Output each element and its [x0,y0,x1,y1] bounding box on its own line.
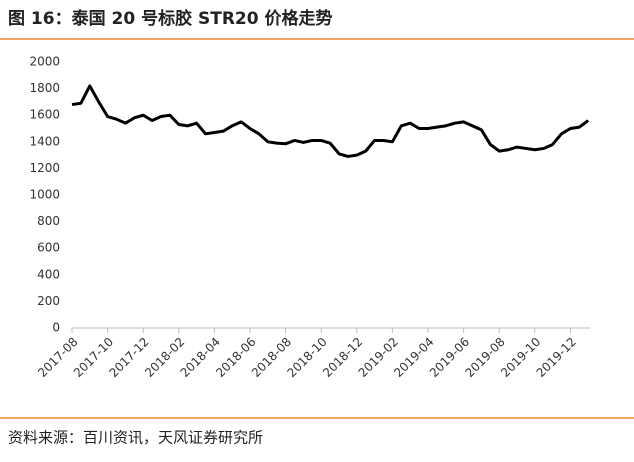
chart-title: 图 16：泰国 20 号标胶 STR20 价格走势 [8,8,333,29]
source: 资料来源：百川资讯，天风证券研究所 [8,429,263,447]
y-tick-label: 1400 [29,134,60,148]
y-tick-label: 600 [37,241,60,255]
y-tick-label: 200 [37,294,60,308]
y-tick-label: 1800 [29,81,60,95]
y-tick-label: 1600 [29,108,60,122]
y-tick-label: 1200 [29,161,60,175]
y-tick-label: 400 [37,267,60,281]
y-tick-label: 800 [37,214,60,228]
price-line [71,84,590,158]
y-tick-label: 2000 [29,55,60,69]
y-tick-label: 1000 [29,188,60,202]
y-tick-label: 0 [52,321,60,335]
x-tick-label: 2019-12 [534,335,579,380]
